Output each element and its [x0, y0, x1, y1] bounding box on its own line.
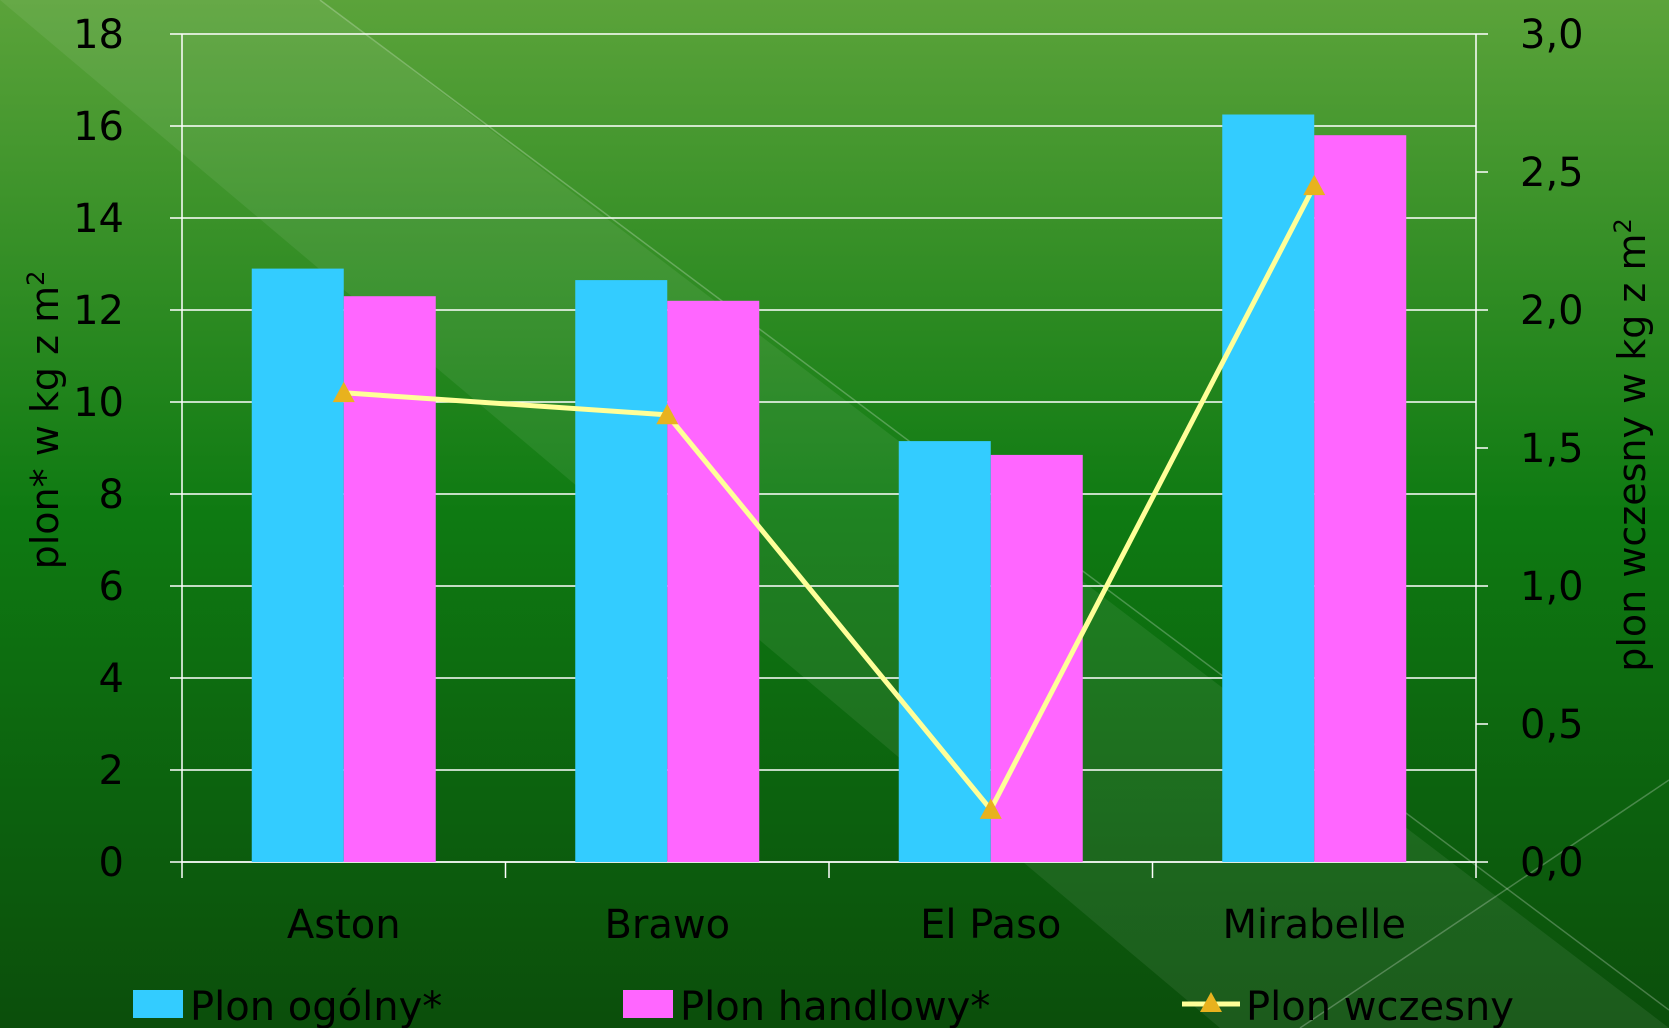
bar-plon-handlowy: [1314, 135, 1407, 862]
point-plon-wczesny: [332, 381, 355, 403]
bar-plon-handlowy: [667, 300, 760, 862]
right-tick-label: 1,5: [1520, 426, 1584, 472]
x-tick-label: El Paso: [920, 902, 1061, 948]
legend-marker-plon-wczesny: [1200, 992, 1222, 1012]
right-tick-label: 1,0: [1520, 564, 1584, 610]
legend-label-plon-ogolny: Plon ogólny*: [190, 984, 442, 1028]
bar-plon-ogolny: [1222, 114, 1315, 862]
line-series: [332, 174, 1326, 819]
left-axis-title-text: plon* w kg z m: [23, 286, 67, 570]
x-tick-label: Brawo: [604, 902, 730, 948]
left-tick-label: 8: [99, 472, 124, 518]
bar-plon-ogolny: [898, 441, 991, 862]
left-axis-title: plon* w kg z m2: [22, 271, 67, 570]
right-axis-title-text: plon wczesny w kg z m: [1610, 234, 1654, 672]
left-tick-label: 4: [99, 656, 124, 702]
point-plon-wczesny: [1303, 174, 1326, 196]
left-axis-title-sup: 2: [22, 271, 50, 286]
right-tick-label: 3,0: [1520, 12, 1584, 58]
bar-plon-handlowy: [343, 296, 436, 862]
bars: [251, 114, 1407, 863]
x-axis-ticks: Aston Brawo El Paso Mirabelle: [181, 862, 1477, 948]
bar-plon-ogolny: [251, 268, 344, 863]
left-tick-label: 6: [99, 564, 124, 610]
left-tick-label: 10: [73, 380, 124, 426]
right-tick-label: 0,0: [1520, 840, 1584, 886]
legend-item-plon-ogolny: Plon ogólny*: [133, 984, 442, 1028]
x-tick-label: Aston: [287, 902, 401, 948]
left-tick-label: 2: [99, 748, 124, 794]
background-corner-line: [1299, 779, 1669, 1028]
legend-label-plon-wczesny: Plon wczesny: [1246, 984, 1514, 1028]
x-tick-label: Mirabelle: [1223, 902, 1406, 948]
left-tick-label: 18: [73, 12, 124, 58]
right-axis-title-sup: 2: [1609, 218, 1637, 233]
legend-label-plon-handlowy: Plon handlowy*: [680, 984, 990, 1028]
right-axis-ticks: 0,0 0,5 1,0 1,5 2,0 2,5 3,0: [1476, 12, 1584, 886]
legend-swatch-plon-handlowy: [623, 990, 673, 1018]
legend-item-plon-handlowy: Plon handlowy*: [623, 984, 990, 1028]
left-tick-label: 0: [99, 840, 124, 886]
point-plon-wczesny: [979, 798, 1002, 819]
left-axis-ticks: 0 2 4 6 8 10 12 14 16 18: [73, 12, 182, 886]
line-plon-wczesny: [343, 184, 1317, 813]
right-tick-label: 2,5: [1520, 150, 1584, 196]
right-axis-title: plon wczesny w kg z m2: [1609, 218, 1654, 672]
left-tick-label: 16: [73, 104, 124, 150]
right-tick-label: 0,5: [1520, 702, 1584, 748]
left-tick-label: 14: [73, 196, 124, 242]
legend-item-plon-wczesny: Plon wczesny: [1182, 984, 1514, 1028]
right-tick-label: 2,0: [1520, 288, 1584, 334]
bar-plon-ogolny: [575, 280, 668, 863]
legend-swatch-plon-ogolny: [133, 990, 183, 1018]
point-plon-wczesny: [656, 403, 679, 425]
legend: Plon ogólny* Plon handlowy* Plon wczesny: [133, 984, 1514, 1028]
left-tick-label: 12: [73, 288, 124, 334]
